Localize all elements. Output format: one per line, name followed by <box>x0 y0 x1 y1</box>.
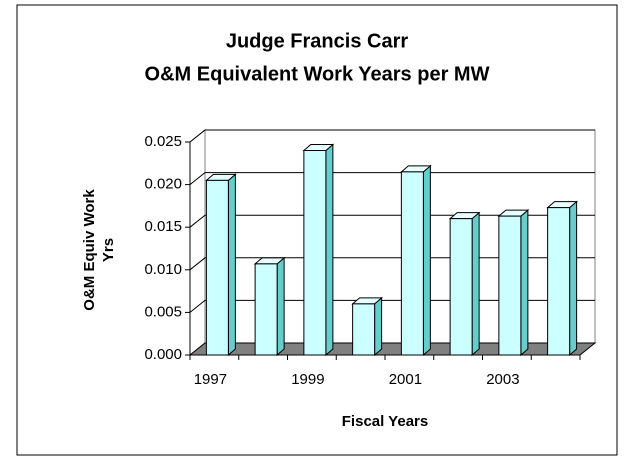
y-tick-label: 0.010 <box>144 261 182 278</box>
grid-line <box>189 172 595 185</box>
x-axis-label: Fiscal Years <box>342 413 428 430</box>
bar-face <box>276 256 285 357</box>
bar-face <box>520 209 529 357</box>
y-axis-label: Yrs <box>100 238 117 262</box>
x-tick-label: 2003 <box>486 371 519 388</box>
bar-face <box>422 164 431 357</box>
x-tick-label: 1999 <box>291 371 324 388</box>
floor <box>188 342 597 356</box>
bar-face <box>498 215 522 356</box>
chart-title: O&M Equivalent Work Years per MW <box>145 63 490 85</box>
bar-face <box>374 296 383 357</box>
grid-line <box>189 129 595 143</box>
y-axis-label: O&M Equiv Work <box>81 189 98 311</box>
bar-face <box>227 173 236 357</box>
y-tick-label: 0.000 <box>144 346 182 363</box>
y-tick-label: 0.005 <box>144 303 182 320</box>
bar <box>400 164 432 357</box>
bar <box>448 211 481 357</box>
bar-face <box>205 179 229 356</box>
bar-face <box>471 211 480 357</box>
bar <box>253 256 286 357</box>
bar-face <box>449 218 473 356</box>
bar-face <box>400 171 424 356</box>
chart-title: Judge Francis Carr <box>226 30 409 52</box>
bar-face <box>547 207 571 356</box>
bar <box>351 296 383 357</box>
bar <box>205 173 237 357</box>
bar-face <box>303 150 327 356</box>
bar <box>546 200 578 357</box>
x-tick-label: 2001 <box>389 371 422 388</box>
y-tick-label: 0.015 <box>144 218 182 235</box>
bar <box>497 209 530 357</box>
y-tick-label: 0.020 <box>144 176 182 193</box>
bar-face <box>254 263 278 356</box>
x-tick-label: 1997 <box>194 371 227 388</box>
bar <box>302 143 335 357</box>
bar-face <box>352 303 376 356</box>
bar-face <box>569 200 578 357</box>
y-tick-label: 0.025 <box>144 133 182 150</box>
bar-face <box>325 143 334 357</box>
side-wall <box>189 128 206 357</box>
